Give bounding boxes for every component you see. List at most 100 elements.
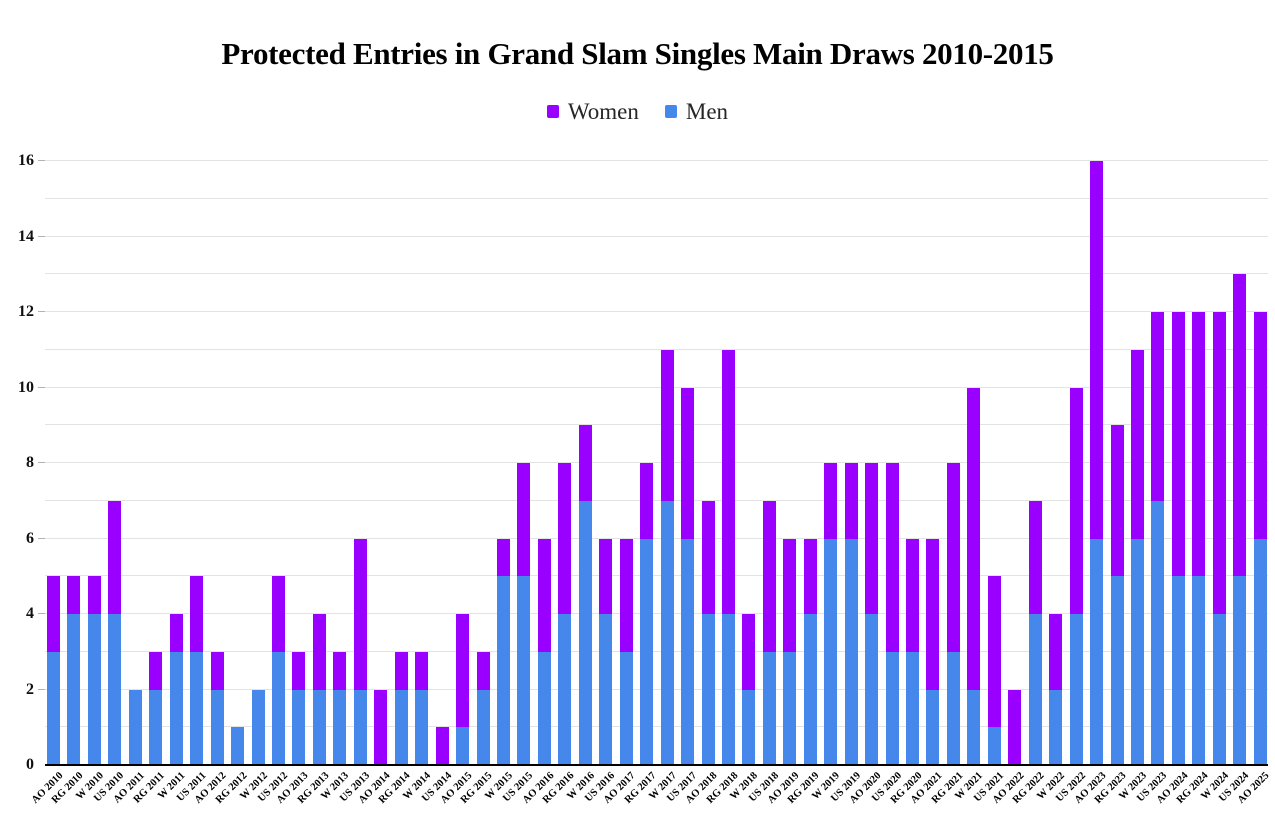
bar-ao-2015: AO 2015 — [439, 161, 474, 806]
bar-rg-2018: RG 2018 — [704, 161, 740, 806]
bar-segment-men — [210, 689, 224, 765]
y-axis-tick-label: 10 — [18, 378, 34, 396]
bar-rg-2020: RG 2020 — [888, 161, 924, 806]
bar-segment-women — [926, 538, 940, 690]
bar-us-2023: US 2023 — [1136, 161, 1170, 804]
bar-segment-women — [333, 651, 347, 690]
bar-ao-2020: AO 2020 — [848, 161, 883, 806]
bar-segment-women — [169, 614, 183, 652]
y-axis-tick-label: 8 — [26, 454, 34, 471]
bar-segment-men — [987, 727, 1001, 765]
bar-segment-women — [865, 463, 879, 614]
bar-w-2024: W 2024 — [1199, 161, 1231, 802]
gridline — [45, 688, 1268, 690]
bar-segment-women — [47, 576, 60, 652]
y-tick-mark — [38, 311, 45, 312]
bar-us-2024: US 2024 — [1217, 161, 1251, 804]
gridline — [45, 613, 1268, 614]
bar-rg-2012: RG 2012 — [214, 161, 249, 806]
bar-segment-men — [1233, 576, 1247, 765]
bar-segment-women — [885, 463, 899, 652]
bar-w-2023: W 2023 — [1117, 161, 1149, 802]
bar-ao-2017: AO 2017 — [602, 161, 638, 806]
bar-segment-men — [783, 651, 797, 765]
bar-segment-men — [394, 689, 408, 765]
bar-segment-women — [660, 349, 674, 501]
bar-rg-2013: RG 2013 — [295, 161, 331, 806]
bar-ao-2025: AO 2025 — [1236, 161, 1272, 806]
bar-segment-women — [108, 500, 122, 614]
chart-title: Protected Entries in Grand Slam Singles … — [221, 36, 1054, 71]
bar-segment-women — [721, 349, 735, 614]
bar-segment-women — [415, 651, 429, 690]
y-axis-tick-label: 12 — [18, 303, 34, 320]
bar-segment-men — [353, 689, 367, 765]
legend-item-women: Women — [546, 100, 639, 123]
bar-w-2010: W 2010 — [74, 161, 106, 802]
y-tick-mark — [38, 386, 45, 388]
bar-segment-men — [333, 689, 347, 765]
bar-rg-2014: RG 2014 — [377, 161, 413, 806]
bar-segment-women — [762, 500, 776, 652]
bar-us-2019: US 2019 — [829, 161, 863, 804]
bar-us-2012: US 2012 — [256, 161, 290, 804]
bar-segment-women — [312, 614, 326, 690]
bar-us-2017: US 2017 — [665, 161, 699, 804]
bar-segment-men — [149, 689, 163, 765]
bar-segment-men — [578, 500, 592, 765]
bars-container: AO 2010 RG 2010 W 2010 US 2010 AO 2011 RG 201… — [29, 161, 1272, 806]
y-axis-tick-label: 16 — [18, 152, 34, 169]
bar-segment-women — [1028, 500, 1042, 614]
gridline — [45, 273, 1268, 275]
bar-segment-men — [824, 538, 838, 765]
bar-segment-women — [742, 614, 756, 690]
bar-segment-men — [660, 500, 674, 765]
bar-segment-women — [1151, 312, 1165, 501]
bar-segment-women — [496, 538, 510, 577]
bar-segment-men — [1192, 576, 1206, 765]
bar-rg-2011: RG 2011 — [132, 161, 167, 806]
bar-segment-men — [47, 651, 60, 765]
bar-segment-men — [803, 614, 817, 765]
y-tick-mark — [38, 537, 45, 539]
bar-segment-women — [1008, 689, 1022, 765]
bar-w-2016: W 2016 — [565, 161, 597, 802]
bar-us-2013: US 2013 — [338, 161, 372, 804]
bar-rg-2016: RG 2016 — [541, 161, 576, 806]
bar-ao-2019: AO 2019 — [766, 161, 801, 806]
bar-rg-2022: RG 2022 — [1011, 161, 1047, 806]
legend-swatch-men — [664, 105, 677, 118]
bar-w-2017: W 2017 — [647, 161, 679, 802]
bar-segment-men — [537, 651, 551, 765]
bar-segment-men — [865, 614, 879, 765]
bar-segment-women — [681, 387, 695, 539]
bar-segment-women — [967, 387, 981, 690]
y-tick-mark — [38, 160, 45, 161]
bar-segment-men — [906, 651, 920, 765]
bar-w-2013: W 2013 — [320, 161, 351, 802]
bar-segment-men — [926, 689, 940, 765]
bar-rg-2015: RG 2015 — [459, 161, 495, 806]
bar-us-2020: US 2020 — [870, 161, 904, 804]
y-axis-tick-label: 4 — [26, 605, 34, 622]
bar-segment-women — [1069, 387, 1083, 614]
bar-segment-men — [1028, 614, 1042, 765]
gridline — [45, 462, 1268, 463]
bar-segment-women — [1171, 312, 1185, 577]
bar-segment-men — [1131, 538, 1145, 765]
bar-segment-women — [783, 538, 797, 652]
bar-segment-women — [640, 463, 654, 539]
bar-segment-women — [803, 538, 817, 614]
bar-ao-2012: AO 2012 — [193, 161, 229, 806]
legend: Women Men — [0, 100, 1275, 123]
bar-segment-women — [946, 463, 960, 652]
bar-segment-men — [1171, 576, 1185, 765]
bar-segment-men — [231, 727, 245, 765]
bar-segment-women — [1131, 349, 1145, 539]
bar-segment-men — [271, 651, 285, 765]
bar-ao-2011: AO 2011 — [112, 161, 147, 806]
bar-segment-men — [619, 651, 633, 765]
bar-rg-2019: RG 2019 — [786, 161, 822, 806]
bar-segment-women — [1253, 312, 1267, 539]
bar-segment-men — [640, 538, 654, 765]
